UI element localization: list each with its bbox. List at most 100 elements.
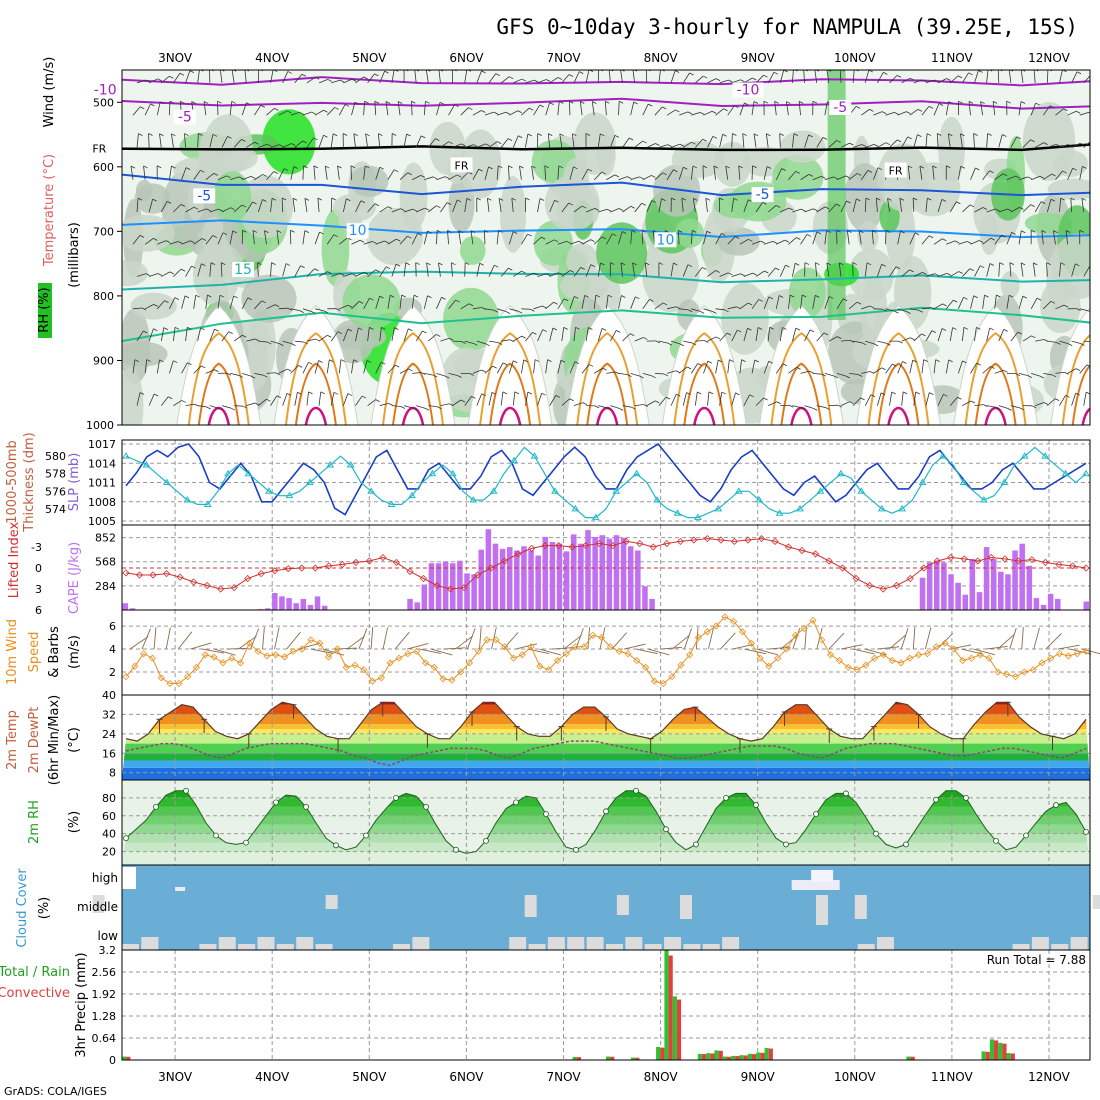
wind-barb <box>537 393 543 406</box>
li-marker <box>906 574 914 583</box>
cape-bar <box>1040 604 1047 610</box>
y-tick-label: 1000 <box>86 419 114 432</box>
wind-barb-flag <box>768 360 773 364</box>
wind-barb-flag <box>574 361 580 365</box>
rh-marker <box>213 832 219 839</box>
wind-speed-marker <box>738 628 747 636</box>
wind-barb-flag <box>351 78 357 82</box>
wind-barb <box>887 198 890 213</box>
wind-barb-flag <box>595 294 601 298</box>
wind-barb-flag <box>130 165 136 169</box>
wind-barb <box>423 231 428 245</box>
wind-barb-flag <box>856 301 862 305</box>
wind-barb-flag <box>895 266 901 270</box>
wind-barb-flag <box>198 133 203 136</box>
ylabel-temp-4: (°C) <box>67 727 82 753</box>
wind-barb-flag <box>697 391 702 395</box>
wind-barb-flag <box>1053 230 1058 233</box>
wind-barb-flag <box>662 172 667 176</box>
wind-barb-flag <box>201 263 206 267</box>
wind-speed-marker <box>677 661 685 669</box>
wind-barb-flag <box>946 78 951 81</box>
wind-barb <box>557 165 560 180</box>
wind-barb-flag <box>804 70 808 72</box>
wind-barb <box>1079 308 1089 312</box>
wind-barb <box>605 295 609 309</box>
wind-barb-flag <box>222 232 228 236</box>
wind-barb-flag <box>1043 142 1048 145</box>
wind-barb <box>342 198 347 213</box>
wind-barb <box>561 270 571 277</box>
wind-barb <box>610 405 620 409</box>
wind-barb-flag <box>691 342 697 346</box>
surface-wind-barb <box>623 643 646 650</box>
li-tick-label: 0 <box>35 562 42 575</box>
wind-barb-flag <box>639 375 644 379</box>
precip-total-bar <box>664 950 669 1060</box>
wind-barb-flag <box>523 359 528 363</box>
precip-convective-bar <box>701 1054 707 1060</box>
wind-barb <box>763 166 768 180</box>
wind-barb-flag <box>907 136 912 140</box>
wind-barb-flag <box>1086 364 1090 367</box>
cape-bar <box>442 561 449 610</box>
wind-speed-marker <box>166 679 174 688</box>
rh-patch <box>130 292 177 320</box>
wind-barb <box>713 165 717 180</box>
wind-barb-flag <box>203 101 209 104</box>
wind-barb-flag <box>601 236 607 240</box>
wind-barb <box>375 296 380 309</box>
wind-barb-flag <box>1030 204 1035 207</box>
wind-barb <box>488 73 497 84</box>
wind-barb <box>1071 263 1076 277</box>
wind-barb-flag <box>454 104 459 108</box>
wind-barb <box>330 331 339 342</box>
wind-barb <box>500 138 509 148</box>
cape-bar <box>506 547 513 610</box>
wind-barb-flag <box>274 107 279 111</box>
li-marker <box>338 560 346 569</box>
wind-barb <box>779 327 783 342</box>
wind-barb-flag <box>693 198 698 201</box>
wind-barb <box>804 208 814 213</box>
wind-barb <box>350 165 352 180</box>
wind-barb <box>573 71 580 84</box>
wind-barb-flag <box>381 326 386 330</box>
rh-marker <box>513 799 519 806</box>
wind-barb <box>670 143 680 148</box>
li-marker <box>176 573 184 581</box>
wind-speed-marker <box>694 634 703 642</box>
wind-barb <box>946 240 956 245</box>
wind-barb <box>436 230 438 245</box>
wind-barb <box>622 333 631 342</box>
temp-bands <box>122 702 1090 780</box>
wind-barb-flag <box>537 133 542 136</box>
wind-barb-flag <box>509 76 514 80</box>
ylabel-temperature: Temperature (°C) <box>42 154 57 267</box>
wind-barb-flag <box>747 327 752 331</box>
wind-barb-flag <box>969 204 975 208</box>
wind-barb <box>549 395 557 406</box>
wind-speed-marker <box>598 634 606 642</box>
wind-barb-flag <box>867 170 873 173</box>
wind-barb-flag <box>317 197 323 201</box>
wind-barb <box>785 101 789 116</box>
wind-barb <box>861 371 871 374</box>
isotherm-minus10 <box>122 76 1090 87</box>
wind-barb-flag <box>228 331 233 335</box>
wind-barb <box>885 363 893 374</box>
wind-barb <box>933 103 940 116</box>
wind-barb-flag <box>451 262 456 266</box>
wind-speed-marker <box>633 656 641 665</box>
contour-label-bg <box>884 162 907 178</box>
li-marker <box>244 574 252 583</box>
date-label-top: 11NOV <box>931 51 973 65</box>
wind-barb-flag <box>996 294 1001 298</box>
wind-barb-flag <box>627 374 632 378</box>
wind-barb <box>314 231 320 245</box>
run-total-label: Run Total = 7.88 <box>987 953 1086 967</box>
wind-barb <box>925 79 935 84</box>
wind-barb-flag <box>804 262 810 265</box>
wind-barb <box>992 101 996 116</box>
wind-barb <box>229 101 233 116</box>
